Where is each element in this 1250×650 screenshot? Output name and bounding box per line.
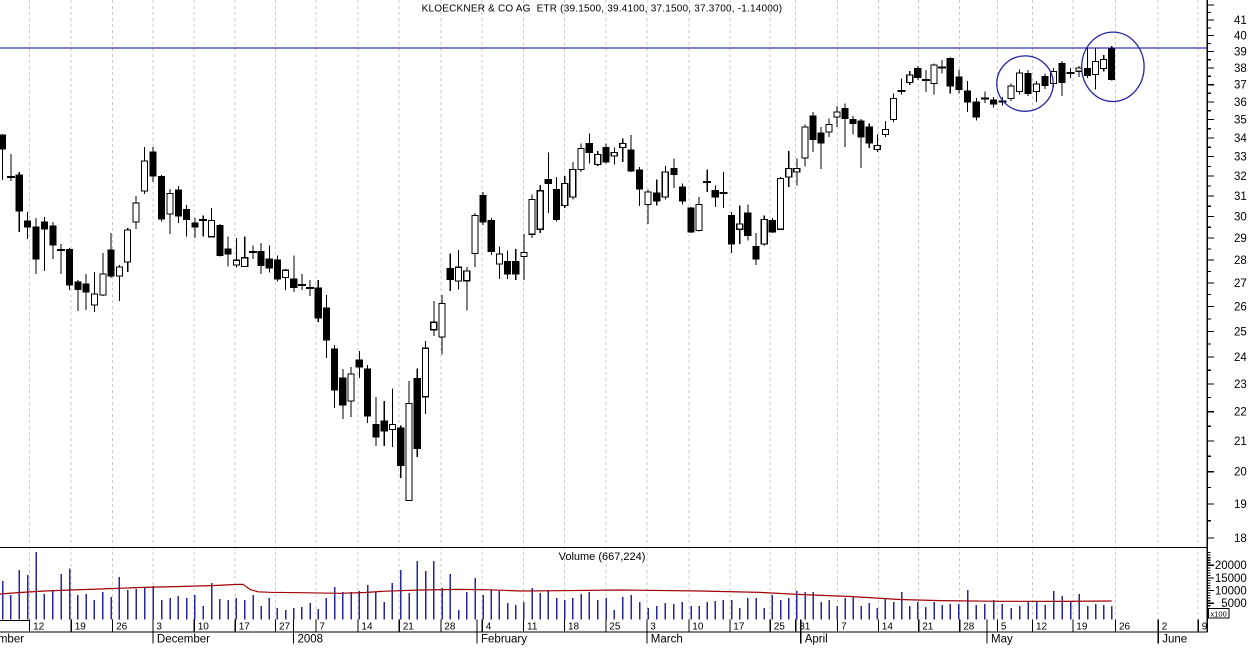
svg-text:12: 12 xyxy=(33,622,45,633)
svg-text:18: 18 xyxy=(1234,533,1247,545)
svg-text:20: 20 xyxy=(1234,467,1247,479)
svg-text:4: 4 xyxy=(486,622,492,633)
svg-text:11: 11 xyxy=(527,622,538,633)
svg-text:30: 30 xyxy=(1234,212,1247,224)
svg-text:32: 32 xyxy=(1234,171,1247,183)
svg-text:27: 27 xyxy=(1234,278,1247,290)
svg-text:17: 17 xyxy=(733,622,745,633)
svg-text:10: 10 xyxy=(198,622,210,633)
svg-text:31: 31 xyxy=(1234,191,1247,203)
svg-text:10: 10 xyxy=(692,622,704,633)
svg-text:9: 9 xyxy=(1202,622,1208,633)
svg-text:23: 23 xyxy=(1234,379,1247,391)
svg-text:5000: 5000 xyxy=(1221,598,1247,610)
svg-text:2: 2 xyxy=(1162,622,1168,633)
svg-text:34: 34 xyxy=(1234,133,1247,145)
svg-text:19: 19 xyxy=(75,622,87,633)
svg-text:7: 7 xyxy=(841,622,847,633)
svg-text:24: 24 xyxy=(1234,352,1247,364)
svg-text:20000: 20000 xyxy=(1215,560,1247,572)
svg-text:29: 29 xyxy=(1234,233,1247,245)
svg-text:7: 7 xyxy=(319,622,325,633)
svg-text:14: 14 xyxy=(882,622,894,633)
svg-text:25: 25 xyxy=(1234,326,1247,338)
svg-text:10000: 10000 xyxy=(1215,586,1247,598)
svg-text:31: 31 xyxy=(799,622,811,633)
svg-text:28: 28 xyxy=(1234,255,1247,267)
svg-text:40: 40 xyxy=(1234,31,1247,43)
svg-text:15000: 15000 xyxy=(1215,573,1247,585)
svg-text:26: 26 xyxy=(1119,622,1131,633)
svg-text:Volume (667,224): Volume (667,224) xyxy=(559,551,646,563)
svg-text:35: 35 xyxy=(1234,115,1247,127)
svg-text:26: 26 xyxy=(1234,302,1247,314)
svg-text:26: 26 xyxy=(116,622,128,633)
svg-text:19: 19 xyxy=(1234,499,1247,511)
svg-text:33: 33 xyxy=(1234,152,1247,164)
svg-text:37: 37 xyxy=(1234,80,1247,92)
svg-text:22: 22 xyxy=(1234,407,1247,419)
svg-text:2008: 2008 xyxy=(298,634,324,646)
svg-text:April: April xyxy=(805,634,828,646)
svg-text:3: 3 xyxy=(156,622,162,633)
svg-text:14: 14 xyxy=(361,622,373,633)
svg-text:25: 25 xyxy=(609,622,621,633)
svg-text:December: December xyxy=(157,634,210,646)
svg-text:x100: x100 xyxy=(1211,609,1227,618)
svg-text:March: March xyxy=(651,634,683,646)
svg-text:41: 41 xyxy=(1234,15,1247,27)
svg-text:36: 36 xyxy=(1234,97,1247,109)
svg-text:17: 17 xyxy=(239,622,251,633)
svg-text:18: 18 xyxy=(568,622,580,633)
svg-text:21: 21 xyxy=(403,622,415,633)
svg-text:February: February xyxy=(481,634,527,646)
svg-text:28: 28 xyxy=(444,622,456,633)
svg-text:May: May xyxy=(991,634,1013,646)
svg-text:28: 28 xyxy=(963,622,975,633)
svg-text:November: November xyxy=(0,634,24,646)
svg-text:3: 3 xyxy=(650,622,656,633)
svg-text:5: 5 xyxy=(1001,622,1007,633)
svg-text:12: 12 xyxy=(1036,622,1048,633)
svg-text:KLOECKNER & CO AG ETR (39.150: KLOECKNER & CO AG ETR (39.1500, 39.4100,… xyxy=(422,4,783,15)
svg-text:39: 39 xyxy=(1234,47,1247,59)
svg-text:June: June xyxy=(1162,634,1187,646)
svg-text:21: 21 xyxy=(922,622,934,633)
svg-text:19: 19 xyxy=(1076,622,1088,633)
svg-text:21: 21 xyxy=(1234,436,1247,448)
svg-text:27: 27 xyxy=(279,622,291,633)
svg-text:38: 38 xyxy=(1234,63,1247,75)
svg-text:25: 25 xyxy=(774,622,786,633)
